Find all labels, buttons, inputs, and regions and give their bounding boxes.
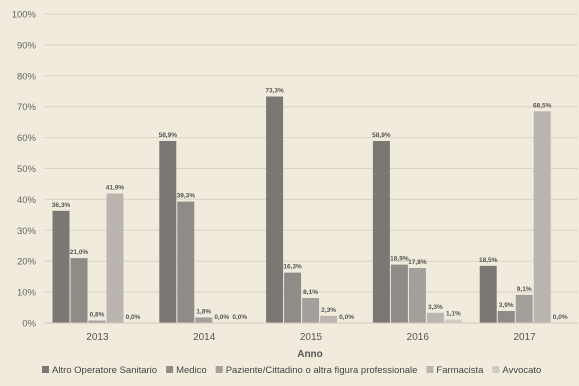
bar bbox=[284, 272, 302, 323]
x-axis: 2013 2014 2015 2016 2017 bbox=[44, 322, 578, 343]
bar bbox=[408, 267, 426, 323]
bar bbox=[426, 312, 444, 323]
x-axis-title: Anno bbox=[297, 349, 323, 360]
data-label: 58,9% bbox=[372, 132, 391, 139]
bars bbox=[52, 96, 551, 324]
bar bbox=[106, 193, 124, 323]
x-tick-label: 2015 bbox=[300, 332, 323, 343]
y-tick-label: 40% bbox=[17, 195, 37, 206]
data-label: 3,3% bbox=[428, 304, 443, 311]
x-tick-label: 2016 bbox=[407, 332, 430, 343]
x-tick-label: 2013 bbox=[86, 332, 109, 343]
data-label: 0,0% bbox=[339, 314, 354, 321]
data-label: 8,1% bbox=[303, 289, 318, 296]
x-tick-label: 2014 bbox=[193, 332, 216, 343]
data-label: 1,8% bbox=[196, 308, 211, 315]
bar bbox=[159, 140, 177, 323]
bar bbox=[88, 320, 106, 323]
data-label: 36,3% bbox=[52, 202, 71, 209]
data-label: 17,8% bbox=[408, 259, 427, 266]
bar bbox=[320, 315, 338, 323]
x-tick-label: 2017 bbox=[513, 332, 536, 343]
bar bbox=[515, 294, 533, 323]
data-label: 16,3% bbox=[283, 264, 302, 271]
y-tick-label: 10% bbox=[17, 288, 37, 299]
bar bbox=[177, 201, 195, 323]
data-label: 1,1% bbox=[446, 311, 461, 318]
data-label: 0,0% bbox=[214, 314, 229, 321]
bar bbox=[533, 111, 551, 324]
y-tick-label: 90% bbox=[17, 40, 37, 51]
bar bbox=[52, 210, 70, 323]
bar bbox=[70, 258, 88, 323]
data-labels: 36,3%21,0%0,8%41,9%0,0%58,9%39,3%1,8%0,0… bbox=[52, 88, 568, 321]
data-label: 68,5% bbox=[533, 102, 552, 109]
data-label: 41,9% bbox=[106, 185, 125, 192]
data-label: 9,1% bbox=[517, 286, 532, 293]
y-tick-label: 70% bbox=[17, 102, 37, 113]
legend-label: Medico bbox=[176, 365, 207, 376]
y-tick-label: 60% bbox=[17, 133, 37, 144]
bar bbox=[390, 264, 408, 323]
data-label: 21,0% bbox=[70, 249, 89, 256]
data-label: 18,5% bbox=[479, 257, 498, 264]
data-label: 3,9% bbox=[499, 302, 514, 309]
bar bbox=[302, 297, 320, 323]
bar bbox=[195, 317, 213, 323]
y-tick-label: 50% bbox=[17, 164, 37, 175]
bar bbox=[266, 96, 284, 324]
legend-label: Paziente/Cittadino o altra figura profes… bbox=[226, 365, 418, 376]
bar bbox=[372, 140, 390, 323]
data-label: 39,3% bbox=[177, 193, 196, 200]
data-label: 0,0% bbox=[126, 314, 141, 321]
legend-swatch bbox=[215, 366, 223, 373]
legend-label: Farmacista bbox=[436, 365, 484, 376]
bar bbox=[497, 310, 515, 323]
legend-swatch bbox=[42, 366, 49, 373]
gridlines bbox=[44, 13, 578, 324]
bar bbox=[479, 265, 497, 323]
y-tick-label: 0% bbox=[22, 319, 36, 330]
legend-swatch bbox=[166, 366, 174, 373]
y-tick-label: 100% bbox=[12, 10, 37, 21]
data-label: 58,9% bbox=[159, 132, 178, 139]
legend-swatch bbox=[426, 366, 434, 373]
y-axis: 0% 10% 20% 30% 40% 50% 60% 70% 80% 90% 100% bbox=[12, 10, 37, 330]
bar bbox=[444, 319, 462, 323]
data-label: 73,3% bbox=[265, 88, 284, 95]
data-label: 0,0% bbox=[232, 314, 247, 321]
data-label: 2,3% bbox=[321, 307, 336, 314]
legend-label: Avvocato bbox=[502, 365, 541, 376]
y-tick-label: 80% bbox=[17, 71, 37, 82]
y-tick-label: 30% bbox=[17, 226, 37, 237]
data-label: 18,9% bbox=[390, 256, 409, 263]
data-label: 0,0% bbox=[553, 314, 568, 321]
y-tick-label: 20% bbox=[17, 257, 37, 268]
data-label: 0,8% bbox=[90, 312, 105, 319]
legend-label: Altro Operatore Sanitario bbox=[52, 365, 157, 376]
legend-swatch bbox=[492, 366, 500, 373]
legend: Altro Operatore Sanitario Medico Paziente/… bbox=[42, 365, 541, 376]
